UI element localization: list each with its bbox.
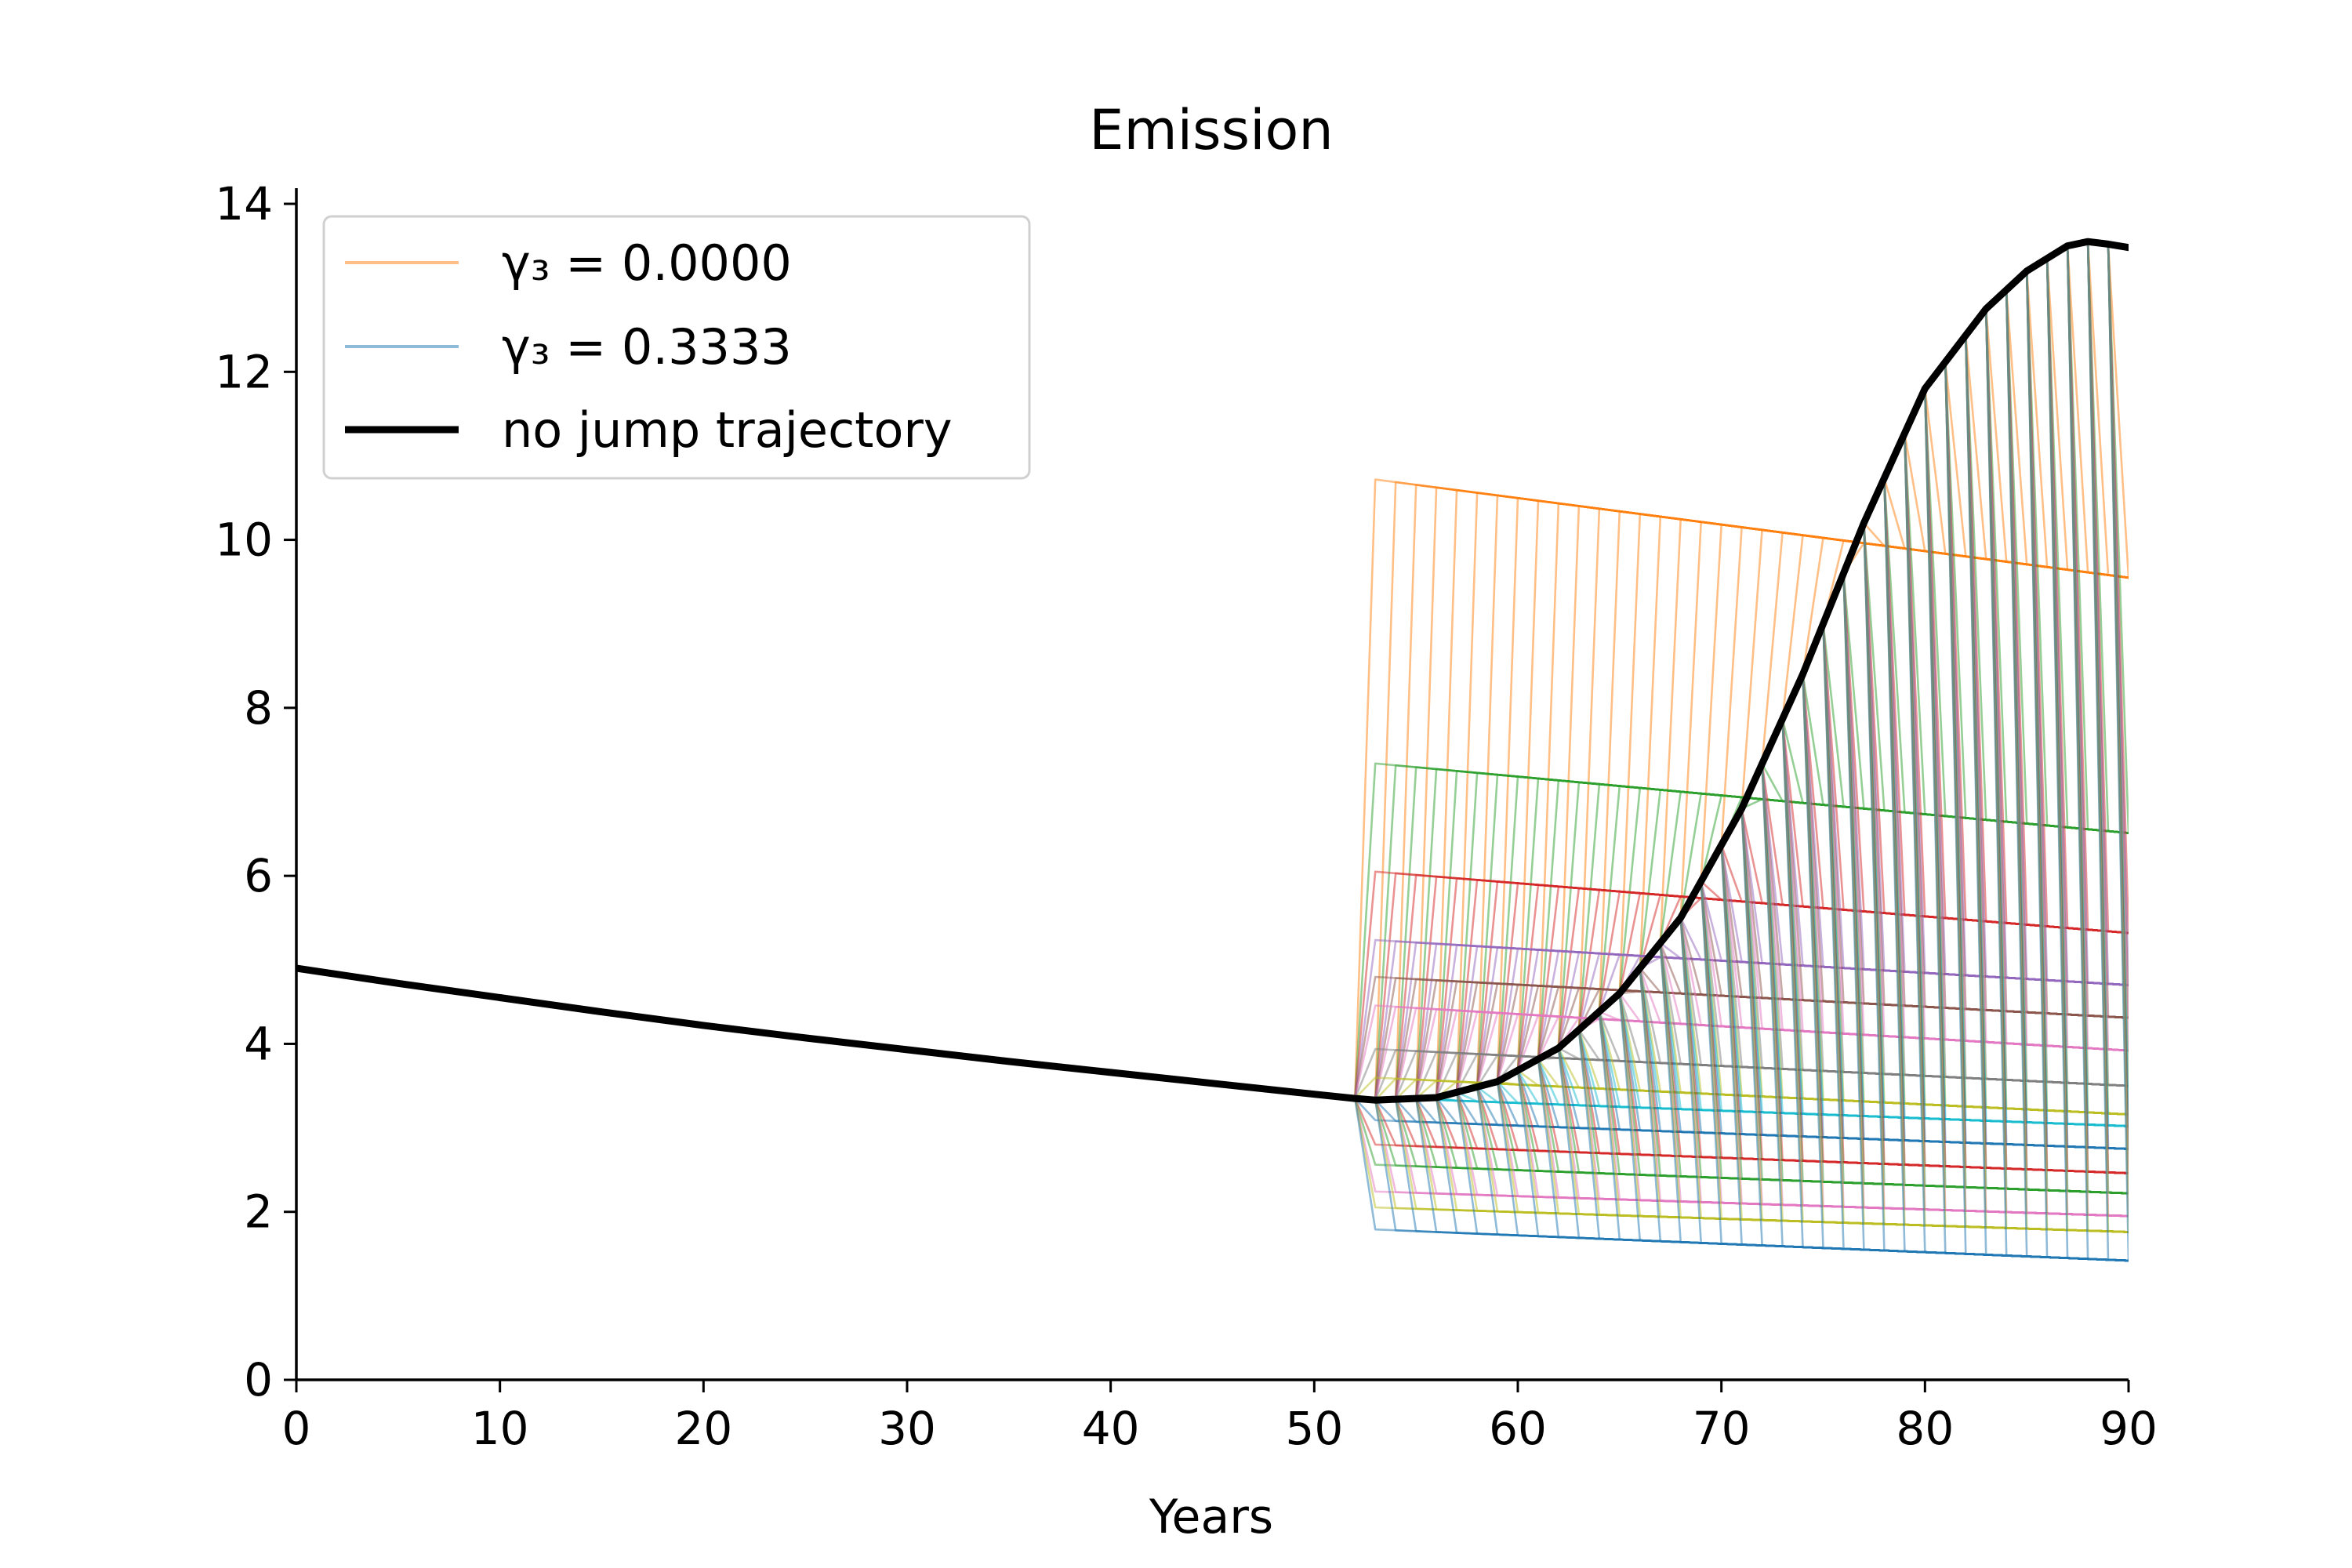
x-tick-label: 90 — [2100, 1402, 2158, 1455]
x-tick-label: 40 — [1082, 1402, 1140, 1455]
legend-entry-label: no jump trajectory — [502, 401, 953, 459]
x-tick-label: 60 — [1489, 1402, 1547, 1455]
x-axis-ticks: 0 10 20 30 40 50 60 70 80 90 — [282, 1380, 2158, 1455]
jump-trajectory-line — [2107, 244, 2129, 578]
no-jump-trajectory-group — [296, 238, 2129, 1104]
y-tick-label: 8 — [244, 681, 273, 735]
legend-frame — [322, 215, 1031, 480]
y-tick-label: 4 — [244, 1017, 273, 1070]
y-tick-label: 0 — [244, 1353, 273, 1406]
y-tick-label: 10 — [215, 514, 273, 567]
x-tick-label: 20 — [674, 1402, 732, 1455]
jump-trajectory-line — [2107, 244, 2129, 1261]
jump-trajectory-line — [2086, 241, 2129, 1262]
y-tick-label: 2 — [244, 1185, 273, 1239]
x-tick-label: 30 — [878, 1402, 936, 1455]
x-tick-label: 80 — [1896, 1402, 1954, 1455]
jump-trajectory-line — [2086, 241, 2129, 579]
y-tick-label: 6 — [244, 849, 273, 902]
x-axis-label: Years — [1149, 1490, 1273, 1544]
y-axis-ticks: 0 2 4 6 8 10 12 14 — [215, 177, 296, 1406]
x-tick-label: 0 — [282, 1402, 311, 1455]
jump-trajectories — [1354, 241, 2129, 1262]
legend: γ₃ = 0.0000 γ₃ = 0.3333 no jump trajectory — [322, 215, 1031, 480]
legend-entry-label: γ₃ = 0.3333 — [502, 318, 792, 376]
x-tick-label: 70 — [1693, 1402, 1751, 1455]
x-tick-label: 10 — [471, 1402, 529, 1455]
legend-entry-label: γ₃ = 0.0000 — [502, 234, 792, 292]
y-tick-label: 14 — [215, 177, 273, 230]
plot-area — [296, 238, 2129, 1262]
y-tick-label: 12 — [215, 345, 273, 398]
x-tick-label: 50 — [1285, 1402, 1343, 1455]
chart-title: Emission — [1089, 98, 1333, 162]
no-jump-trajectory-line — [296, 238, 2129, 1104]
